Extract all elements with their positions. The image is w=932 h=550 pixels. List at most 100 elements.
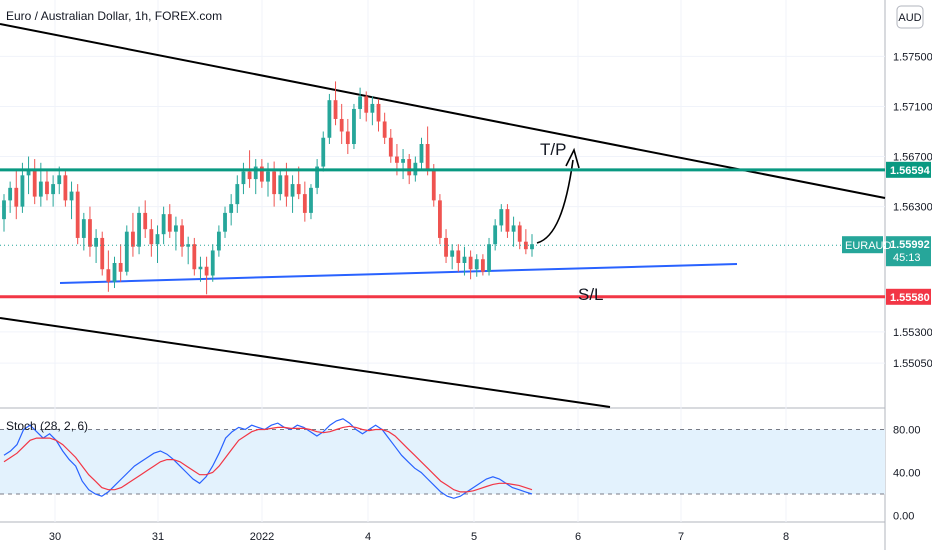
stoch-title: Stoch (28, 2, 6): [6, 419, 88, 433]
time-tick-label: 7: [678, 531, 684, 543]
candle-body: [51, 184, 56, 195]
candle-body: [69, 191, 74, 201]
candle-body: [364, 96, 369, 113]
candle-body: [315, 166, 320, 188]
candle-body: [204, 266, 209, 276]
tp-annotation: T/P: [540, 140, 566, 159]
stoch-tick-label: 0.00: [893, 511, 914, 523]
candle-body: [272, 171, 277, 195]
time-tick-label: 6: [575, 531, 581, 543]
candle-body: [358, 96, 362, 109]
candle-body: [388, 137, 393, 157]
candle-body: [321, 137, 326, 167]
candle-body: [370, 103, 375, 113]
candle-body: [259, 166, 264, 182]
time-tick-label: 4: [365, 531, 371, 543]
stoch-k-line: [3, 418, 533, 499]
candle-body: [456, 250, 461, 263]
candle-body: [161, 214, 166, 235]
candle-body: [302, 194, 307, 213]
candle-body: [14, 187, 19, 207]
price-tick-label: 1.57500: [893, 51, 932, 63]
price-tick-label: 1.56300: [893, 202, 932, 214]
candle-body: [149, 229, 154, 245]
candle-body: [487, 244, 491, 272]
candle-body: [499, 209, 504, 226]
candle-body: [382, 121, 387, 138]
support-line: [59, 263, 738, 284]
price-tick-label: 1.57100: [893, 101, 932, 113]
stoch-d-line: [3, 425, 533, 493]
candle-body: [296, 184, 301, 195]
candle-body: [530, 244, 534, 250]
price-tick-label: 1.55050: [893, 358, 932, 370]
candle-body: [401, 159, 405, 163]
tp-price-label: 1.56594: [890, 165, 931, 177]
candle-body: [223, 212, 227, 232]
sl-annotation: S/L: [578, 285, 604, 304]
currency-button-label: AUD: [898, 12, 921, 24]
candle-body: [395, 156, 399, 163]
time-tick-label: 30: [49, 531, 61, 543]
candle-body: [2, 200, 6, 220]
candle-body: [124, 231, 129, 272]
candle-body: [88, 219, 92, 247]
candle-body: [216, 231, 221, 251]
candle-body: [229, 204, 234, 213]
candle-body: [198, 266, 203, 270]
sl-price-tag: [886, 288, 931, 305]
candle-body: [352, 108, 356, 145]
candle-body: [474, 259, 479, 270]
candle-body: [45, 181, 49, 195]
candle-body: [32, 169, 37, 197]
currency-button[interactable]: [896, 5, 924, 29]
candle-body: [468, 256, 473, 270]
candle-body: [20, 175, 25, 207]
candle-body: [81, 219, 86, 238]
tp-price-tag: [886, 161, 931, 178]
price-tick-label: 1.55300: [893, 327, 932, 339]
symbol-tag: [842, 236, 883, 254]
candle-body: [38, 181, 43, 197]
projection-arrowhead: [565, 147, 580, 169]
candle-body: [26, 169, 31, 176]
candle-body: [210, 250, 215, 276]
candle-body: [247, 171, 252, 180]
candle-body: [94, 237, 98, 247]
candle-body: [309, 187, 313, 213]
candle-body: [407, 159, 412, 176]
candle-body: [266, 171, 270, 182]
stoch-tick-label: 80.00: [893, 425, 921, 437]
candle-body: [106, 269, 111, 282]
candle-body: [376, 103, 381, 122]
candle-body: [253, 166, 258, 180]
time-tick-label: 31: [152, 531, 164, 543]
candle-body: [75, 191, 80, 238]
candle-body: [118, 262, 123, 272]
candle-body: [462, 256, 467, 263]
candle-body: [523, 241, 528, 250]
stoch-tick-label: 40.00: [893, 468, 921, 480]
candle-body: [425, 144, 430, 170]
symbol-label: EURAUD: [845, 240, 892, 252]
last-price-tag: [886, 236, 931, 267]
candle-body: [131, 231, 135, 247]
candle-body: [155, 234, 160, 245]
price-tick-label: 1.56700: [893, 152, 932, 164]
candle-body: [241, 171, 246, 185]
lower-trendline: [0, 317, 611, 408]
chart-title: Euro / Australian Dollar, 1h, FOREX.com: [6, 9, 222, 23]
candle-body: [167, 214, 172, 232]
candle-body: [290, 184, 295, 197]
candle-body: [63, 175, 68, 201]
candle-body: [345, 131, 350, 145]
time-tick-label: 8: [783, 531, 789, 543]
candle-body: [284, 175, 289, 197]
candle-body: [143, 212, 148, 230]
sl-price-label: 1.55580: [890, 292, 930, 304]
axis-layer: 1.57500 1.57100 1.56700 1.56300 1.55300 1.550…: [49, 51, 932, 543]
candle-body: [431, 169, 436, 201]
